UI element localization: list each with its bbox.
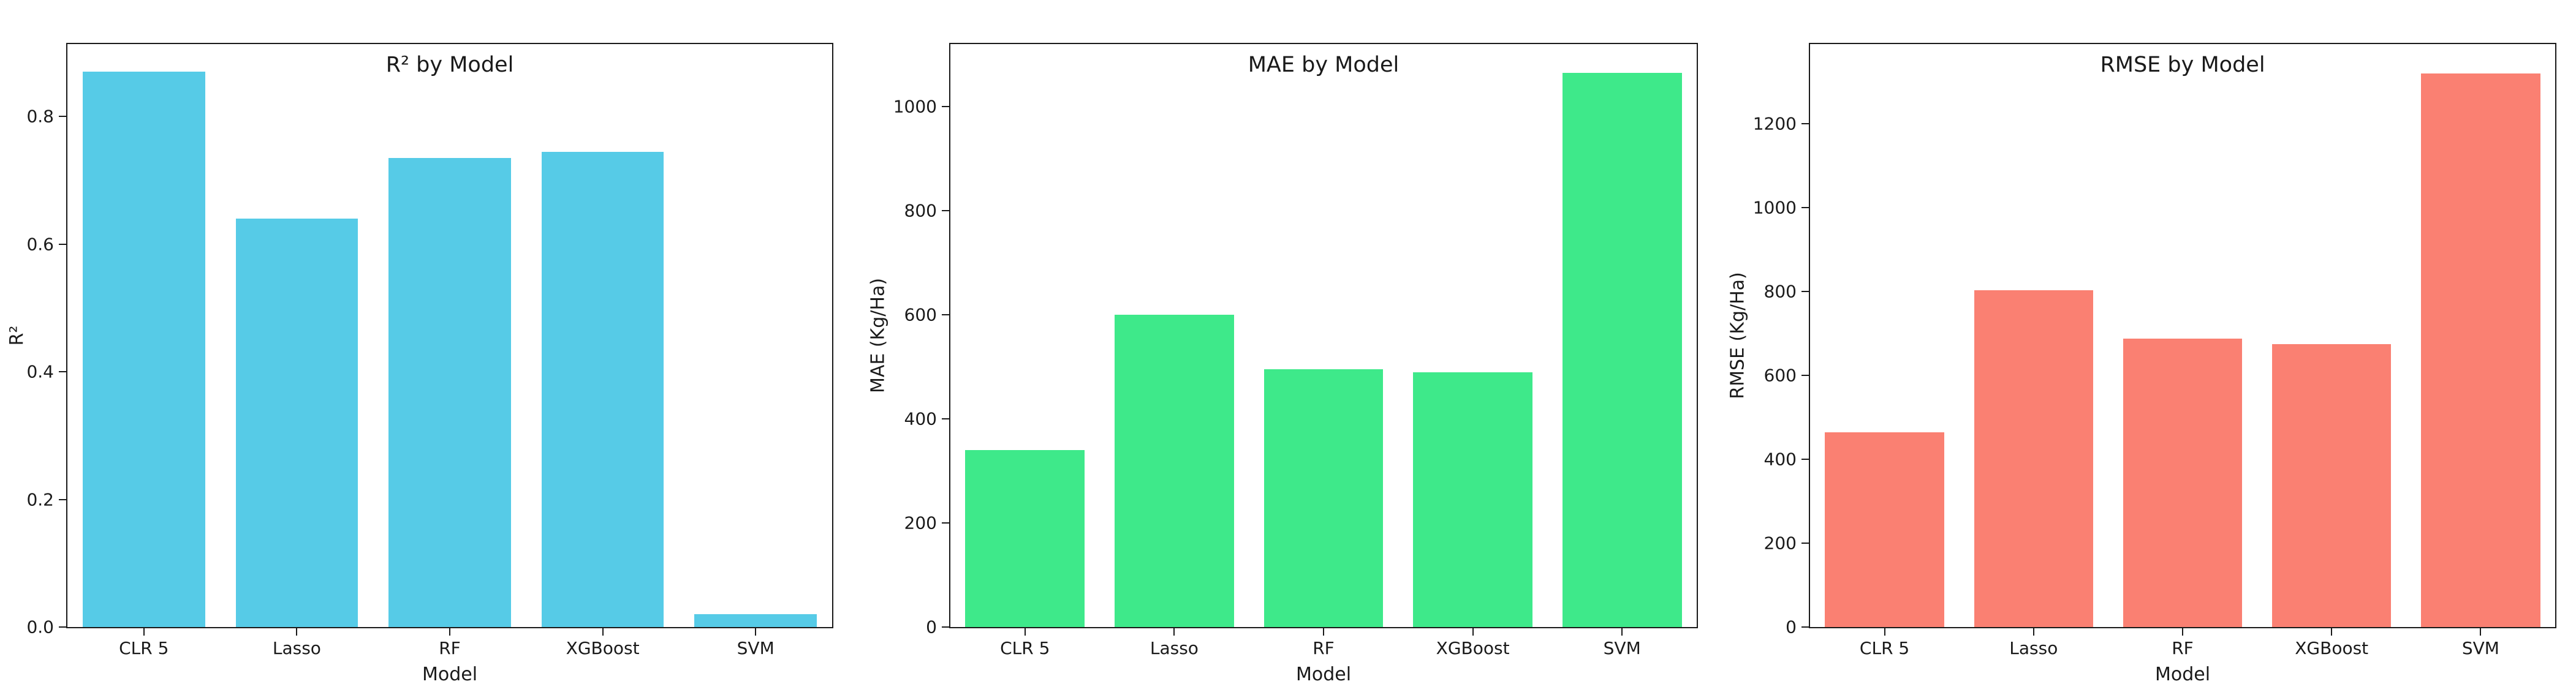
- y-tick-mark: [59, 626, 66, 628]
- y-axis-label-mae: MAE (Kg/Ha): [867, 277, 889, 394]
- plot-area-mae: MAE by Model MAE (Kg/Ha) Model CLR 5 Lass…: [868, 43, 1698, 685]
- y-tick-mark: [942, 522, 949, 524]
- x-tick-label: CLR 5: [1859, 638, 1910, 658]
- y-tick-label: 800: [904, 200, 937, 221]
- x-tick-mark: [1173, 628, 1175, 636]
- chart-title-mae: MAE by Model: [1248, 53, 1400, 77]
- x-tick-label: XGBoost: [566, 638, 640, 658]
- x-tick-mark: [602, 628, 604, 636]
- y-tick-mark: [942, 106, 949, 107]
- bar-svm: [2421, 73, 2540, 627]
- x-tick-mark: [449, 628, 450, 636]
- x-tick-label: CLR 5: [1000, 638, 1050, 658]
- y-tick-label: 800: [1763, 281, 1797, 302]
- bar-rf: [1263, 369, 1384, 627]
- y-tick-label: 600: [1763, 365, 1797, 386]
- x-tick-mark: [2480, 628, 2482, 636]
- bar-svm: [1562, 72, 1682, 627]
- bar-lasso: [1974, 290, 2094, 627]
- x-tick-label: Lasso: [1150, 638, 1199, 658]
- y-tick-label: 1000: [893, 96, 937, 117]
- y-tick-label: 200: [904, 513, 937, 533]
- x-tick-mark: [755, 628, 757, 636]
- y-tick-mark: [942, 314, 949, 315]
- y-tick-label: 0: [926, 617, 937, 637]
- y-tick-label: 200: [1763, 533, 1797, 554]
- x-axis-label-mae: Model: [1295, 664, 1352, 685]
- y-tick-mark: [942, 626, 949, 628]
- y-tick-label: 1200: [1752, 113, 1797, 134]
- y-tick-label: 600: [904, 304, 937, 325]
- bar-clr-5: [965, 450, 1085, 627]
- bar-lasso: [1114, 315, 1234, 627]
- subplot-r2: R² by Model R² Model CLR 5 Lasso RF XGBoost…: [0, 0, 858, 695]
- x-tick-mark: [1024, 628, 1026, 636]
- bar-xgboost: [1413, 372, 1533, 627]
- x-tick-mark: [296, 628, 298, 636]
- y-tick-mark: [1801, 626, 1809, 628]
- y-tick-label: 0.8: [26, 106, 54, 127]
- x-axis-label-r2: Model: [422, 664, 478, 685]
- x-tick-mark: [1323, 628, 1324, 636]
- plot-area-r2: R² by Model R² Model CLR 5 Lasso RF XGBoost…: [7, 43, 833, 685]
- x-tick-label: Lasso: [2009, 638, 2058, 658]
- x-tick-mark: [2182, 628, 2183, 636]
- y-tick-mark: [1801, 123, 1809, 125]
- x-tick-label: SVM: [737, 638, 775, 658]
- plot-area-rmse: RMSE by Model RMSE (Kg/Ha) Model CLR 5 La…: [1727, 43, 2556, 685]
- bar-xgboost: [2271, 344, 2392, 627]
- y-tick-label: 400: [1763, 449, 1797, 470]
- bar-svm: [694, 614, 817, 627]
- y-tick-label: 0.2: [26, 489, 54, 510]
- x-tick-mark: [143, 628, 145, 636]
- y-tick-mark: [1801, 543, 1809, 544]
- x-axis-label-rmse: Model: [2154, 664, 2211, 685]
- x-tick-mark: [1472, 628, 1474, 636]
- chart-title-r2: R² by Model: [385, 53, 514, 77]
- x-tick-label: SVM: [1603, 638, 1641, 658]
- x-tick-label: RF: [2172, 638, 2194, 658]
- x-tick-mark: [2032, 628, 2034, 636]
- y-tick-label: 1000: [1752, 197, 1797, 218]
- subplot-mae: MAE by Model MAE (Kg/Ha) Model CLR 5 Lass…: [858, 0, 1717, 695]
- y-tick-label: 0.4: [26, 361, 54, 382]
- subplot-rmse: RMSE by Model RMSE (Kg/Ha) Model CLR 5 La…: [1717, 0, 2575, 695]
- y-tick-mark: [59, 371, 66, 373]
- bar-clr-5: [82, 72, 205, 627]
- y-tick-label: 0: [1786, 617, 1797, 637]
- y-tick-mark: [59, 243, 66, 245]
- y-tick-mark: [942, 418, 949, 419]
- bar-lasso: [235, 219, 358, 627]
- chart-title-rmse: RMSE by Model: [2100, 53, 2265, 77]
- y-tick-mark: [1801, 291, 1809, 293]
- x-tick-label: RF: [1313, 638, 1335, 658]
- y-axis-label-rmse: RMSE (Kg/Ha): [1727, 272, 1749, 399]
- x-tick-label: CLR 5: [119, 638, 169, 658]
- bar-xgboost: [541, 151, 664, 627]
- x-tick-mark: [1884, 628, 1885, 636]
- y-tick-mark: [1801, 375, 1809, 377]
- x-tick-label: Lasso: [272, 638, 321, 658]
- y-tick-label: 0.6: [26, 234, 54, 255]
- bar-clr-5: [1825, 432, 1944, 627]
- x-tick-mark: [2331, 628, 2333, 636]
- y-tick-mark: [942, 210, 949, 211]
- x-tick-label: XGBoost: [1436, 638, 1510, 658]
- y-tick-mark: [1801, 207, 1809, 209]
- y-tick-mark: [59, 116, 66, 118]
- y-tick-mark: [1801, 459, 1809, 460]
- bar-rf: [2123, 339, 2243, 627]
- bar-rf: [388, 158, 511, 627]
- y-tick-label: 400: [904, 408, 937, 429]
- y-axis-label-r2: R²: [6, 325, 28, 346]
- x-tick-label: SVM: [2461, 638, 2499, 658]
- x-tick-label: XGBoost: [2295, 638, 2369, 658]
- y-tick-label: 0.0: [26, 617, 54, 637]
- y-tick-mark: [59, 498, 66, 500]
- x-tick-label: RF: [439, 638, 461, 658]
- x-tick-mark: [1621, 628, 1623, 636]
